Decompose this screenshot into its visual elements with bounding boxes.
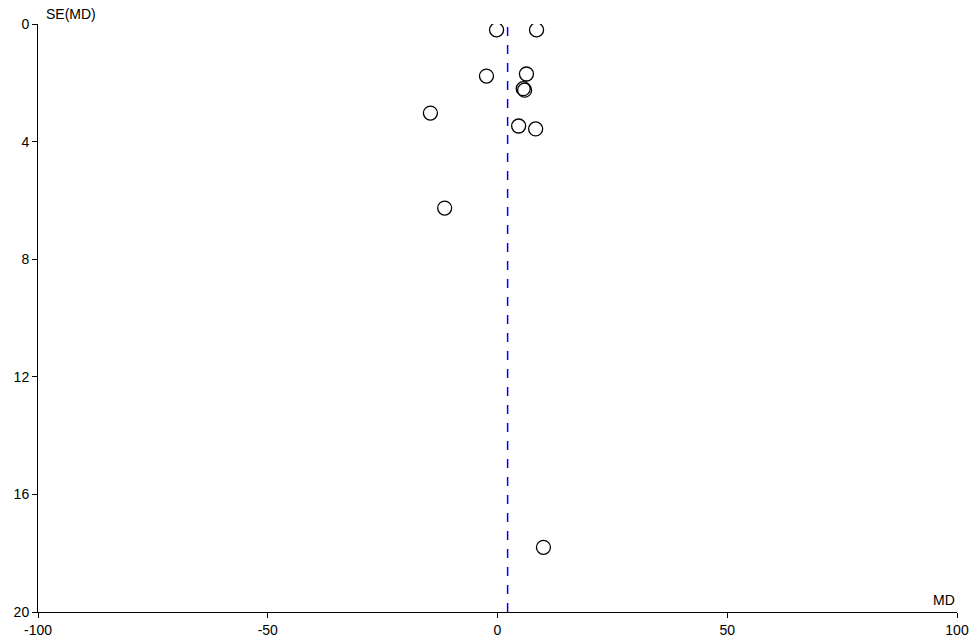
svg-text:-50: -50	[258, 622, 278, 638]
svg-text:8: 8	[21, 251, 29, 267]
svg-text:16: 16	[14, 486, 30, 502]
svg-text:4: 4	[21, 134, 29, 150]
svg-text:50: 50	[719, 622, 735, 638]
svg-text:-100: -100	[24, 622, 52, 638]
svg-text:12: 12	[14, 369, 30, 385]
svg-text:SE(MD): SE(MD)	[46, 6, 96, 22]
svg-text:100: 100	[945, 622, 969, 638]
svg-text:20: 20	[14, 604, 30, 620]
svg-text:0: 0	[21, 16, 29, 32]
svg-text:0: 0	[494, 622, 502, 638]
svg-text:MD: MD	[933, 592, 955, 608]
